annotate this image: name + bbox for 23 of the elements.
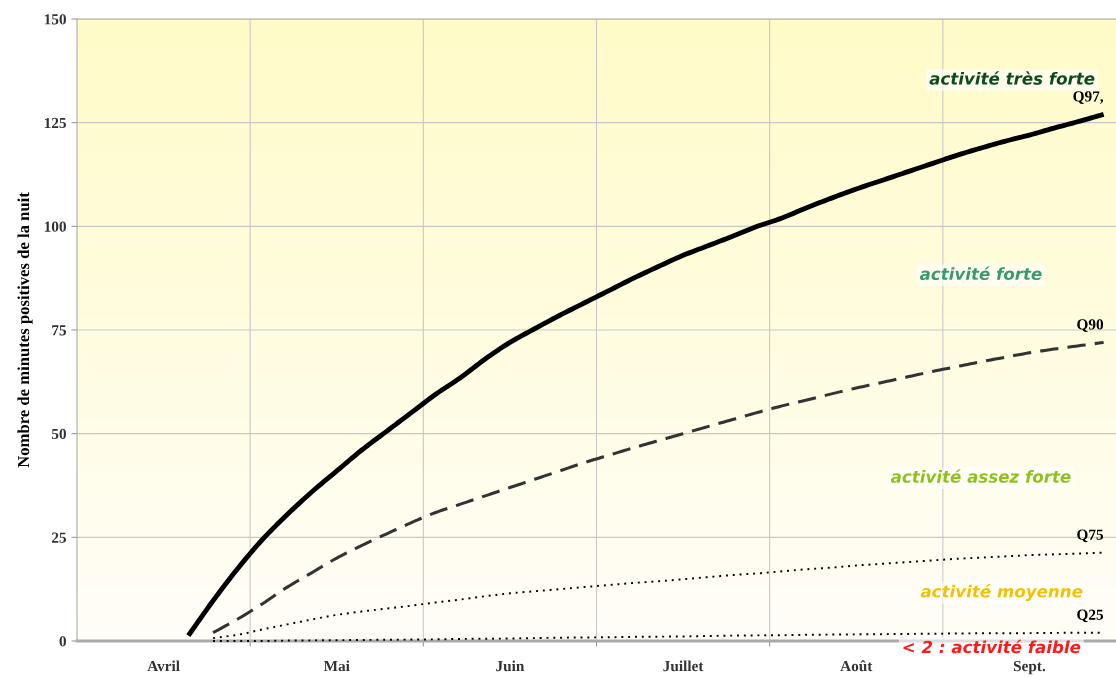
y-tick-label: 50 (51, 428, 66, 440)
annotation: activité moyenne (920, 584, 1083, 601)
y-tick-label: 25 (51, 532, 67, 543)
y-tick-label: 150 (44, 14, 66, 25)
x-tick-label: Juillet (663, 660, 704, 672)
x-tick-label: Avril (147, 660, 180, 672)
y-tick-label: 75 (52, 325, 67, 336)
annotation: activité forte (919, 266, 1042, 281)
x-tick-label: Août (840, 660, 873, 672)
series-label: Q90 (1077, 319, 1104, 332)
y-tick-label: 100 (44, 221, 66, 232)
y-tick-label: 125 (44, 117, 67, 129)
series-label: Q25 (1077, 609, 1104, 623)
x-tick-label: Juin (496, 660, 525, 672)
annotation: activité assez forte (890, 469, 1071, 483)
series-label: Q97, (1073, 91, 1104, 104)
y-axis-title: Nombre de minutes positives de la nuit (17, 192, 33, 468)
x-tick-label: Sept. (1013, 660, 1046, 675)
series-label: Q75 (1077, 529, 1104, 543)
x-tick-label: Mai (323, 660, 350, 672)
annotation: < 2 : activité faible (903, 639, 1081, 654)
annotation: activité très forte (929, 71, 1095, 85)
y-tick-label: 0 (59, 636, 66, 647)
